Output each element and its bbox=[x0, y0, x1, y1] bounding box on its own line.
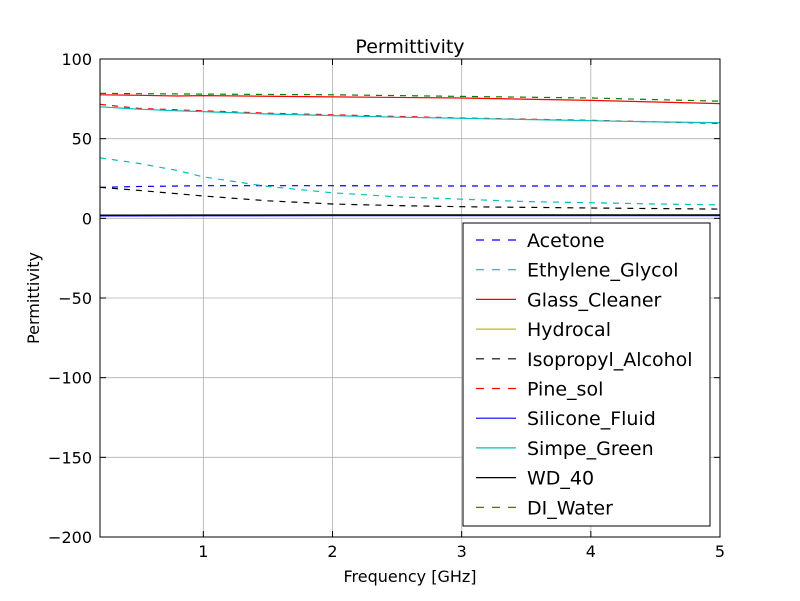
legend-label: Glass_Cleaner bbox=[527, 289, 662, 311]
legend: Acetone Ethylene_Glycol Glass_Cleaner Hydro… bbox=[463, 223, 710, 526]
y-tick-label: 0 bbox=[82, 209, 92, 228]
y-tick-label: −200 bbox=[48, 528, 92, 547]
legend-label: Simpe_Green bbox=[527, 438, 654, 460]
x-tick-label: 5 bbox=[715, 542, 725, 561]
legend-label: Pine_sol bbox=[527, 379, 603, 401]
y-axis-label: Permittivity bbox=[24, 252, 43, 344]
chart-title: Permittivity bbox=[355, 36, 464, 58]
x-tick-label: 4 bbox=[586, 542, 596, 561]
x-tick-label: 2 bbox=[327, 542, 337, 561]
x-tick-label: 1 bbox=[198, 542, 208, 561]
legend-label: Hydrocal bbox=[527, 319, 611, 341]
y-tick-label: −150 bbox=[48, 448, 92, 467]
y-tick-label: −100 bbox=[48, 369, 92, 388]
y-tick-label: 50 bbox=[72, 130, 92, 149]
legend-label: Isopropyl_Alcohol bbox=[527, 349, 693, 371]
x-axis-label: Frequency [GHz] bbox=[343, 567, 476, 586]
legend-label: Ethylene_Glycol bbox=[527, 260, 679, 282]
legend-label: DI_Water bbox=[527, 497, 613, 519]
x-tick-label: 3 bbox=[457, 542, 467, 561]
legend-label: WD_40 bbox=[527, 468, 594, 490]
y-tick-label: −50 bbox=[58, 289, 92, 308]
legend-label: Acetone bbox=[527, 230, 605, 252]
legend-label: Silicone_Fluid bbox=[527, 408, 656, 430]
y-tick-label: 100 bbox=[61, 50, 92, 69]
